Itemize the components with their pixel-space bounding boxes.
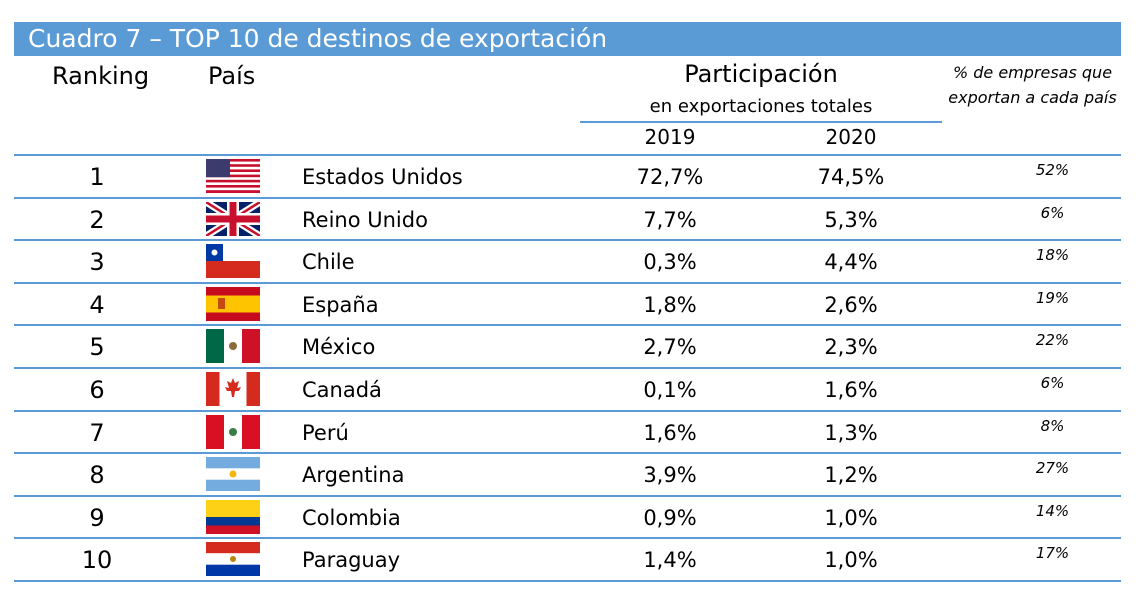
row-separator (14, 196, 1121, 199)
usa-flag-icon (206, 159, 260, 193)
country-cell: Colombia (302, 505, 401, 530)
country-cell: Reino Unido (302, 207, 428, 232)
header-ranking: Ranking (52, 62, 150, 90)
share-2019-cell: 1,8% (643, 292, 697, 317)
row-separator (14, 154, 1121, 156)
pct-empresas-cell: 27% (1035, 459, 1070, 478)
country-cell: Chile (302, 250, 355, 275)
row-separator (14, 580, 1121, 582)
table-row: 1 Estados Unidos 72,7% 74,5% 52% (14, 156, 1121, 198)
row-separator (14, 367, 1121, 369)
share-2019-cell: 0,1% (643, 378, 697, 402)
share-2020-cell: 74,5% (817, 165, 885, 189)
rank-cell: 4 (89, 290, 105, 319)
share-2020-cell: 1,3% (824, 420, 878, 445)
share-2019-cell: 0,3% (643, 250, 697, 275)
rank-cell: 9 (89, 503, 105, 532)
pct-empresas-cell: 52% (1035, 161, 1070, 179)
table-title: Cuadro 7 – TOP 10 de destinos de exporta… (14, 22, 1121, 56)
header-year-2019: 2019 (644, 125, 696, 149)
share-2020-cell: 1,6% (824, 378, 878, 402)
row-separator (14, 409, 1121, 412)
table-row: 7 Perú 1,6% 1,3% 8% (14, 412, 1121, 454)
share-2020-cell: 2,6% (824, 292, 878, 317)
rank-cell: 3 (89, 248, 105, 277)
share-2020-cell: 1,0% (824, 548, 878, 573)
rank-cell: 7 (89, 418, 105, 447)
table-row: 2 Reino Unido 7,7% 5,3% 6% (14, 199, 1121, 241)
header-divider (580, 121, 942, 123)
header-year-2020: 2020 (825, 125, 877, 149)
spain-flag-icon (206, 286, 260, 321)
table-row: 9 Colombia 0,9% 1,0% 14% (14, 497, 1121, 539)
rank-cell: 6 (89, 376, 105, 404)
share-2019-cell: 1,6% (643, 420, 697, 445)
country-cell: Canadá (302, 378, 382, 402)
colombia-flag-icon (206, 499, 260, 534)
share-2020-cell: 5,3% (824, 207, 878, 232)
share-2020-cell: 4,4% (824, 250, 878, 275)
rank-cell: 10 (81, 546, 113, 575)
row-separator (14, 324, 1121, 327)
share-2020-cell: 2,3% (824, 335, 878, 360)
share-2019-cell: 2,7% (643, 335, 697, 360)
row-separator (14, 452, 1121, 455)
header-pais: País (208, 62, 256, 90)
rank-cell: 1 (89, 163, 105, 191)
pct-empresas-cell: 6% (1040, 203, 1065, 222)
pct-empresas-cell: 17% (1035, 544, 1070, 563)
share-2019-cell: 1,4% (643, 548, 697, 573)
table-row: 8 Argentina 3,9% 1,2% 27% (14, 454, 1121, 496)
share-2019-cell: 7,7% (643, 207, 697, 232)
row-separator (14, 537, 1121, 540)
chile-flag-icon (206, 244, 260, 279)
rank-cell: 5 (89, 333, 105, 362)
rank-cell: 2 (89, 205, 105, 234)
row-separator (14, 281, 1121, 284)
country-cell: Perú (302, 420, 349, 445)
mexico-flag-icon (206, 329, 260, 364)
share-2019-cell: 0,9% (643, 505, 697, 530)
pct-empresas-cell: 18% (1035, 246, 1070, 265)
table-row: 5 México 2,7% 2,3% 22% (14, 326, 1121, 368)
table-row: 10 Paraguay 1,4% 1,0% 17% (14, 539, 1121, 581)
rank-cell: 8 (89, 461, 105, 490)
argentina-flag-icon (206, 457, 260, 492)
paraguay-flag-icon (206, 542, 260, 577)
uk-flag-icon (206, 201, 260, 236)
share-2019-cell: 72,7% (636, 165, 704, 189)
table-row: 3 Chile 0,3% 4,4% 18% (14, 241, 1121, 283)
share-2020-cell: 1,2% (824, 463, 878, 488)
canada-flag-icon (206, 372, 260, 406)
header-participacion: Participación (684, 60, 838, 88)
country-cell: México (302, 335, 376, 360)
share-2020-cell: 1,0% (824, 505, 878, 530)
country-cell: España (302, 292, 379, 317)
table-row: 4 España 1,8% 2,6% 19% (14, 284, 1121, 326)
peru-flag-icon (206, 414, 260, 449)
pct-empresas-cell: 22% (1035, 331, 1070, 350)
header-pct-empresas: % de empresas que exportan a cada país (948, 63, 1117, 107)
share-2019-cell: 3,9% (643, 463, 697, 488)
header-participacion-sub: en exportaciones totales (649, 96, 873, 117)
country-cell: Argentina (302, 463, 405, 488)
pct-empresas-cell: 6% (1040, 374, 1065, 392)
pct-empresas-cell: 19% (1035, 288, 1070, 307)
country-cell: Estados Unidos (302, 165, 463, 189)
row-separator (14, 494, 1121, 497)
table-row: 6 Canadá 0,1% 1,6% 6% (14, 369, 1121, 411)
pct-empresas-cell: 8% (1040, 416, 1065, 435)
country-cell: Paraguay (302, 548, 401, 573)
row-separator (14, 239, 1121, 242)
pct-empresas-cell: 14% (1035, 501, 1070, 520)
